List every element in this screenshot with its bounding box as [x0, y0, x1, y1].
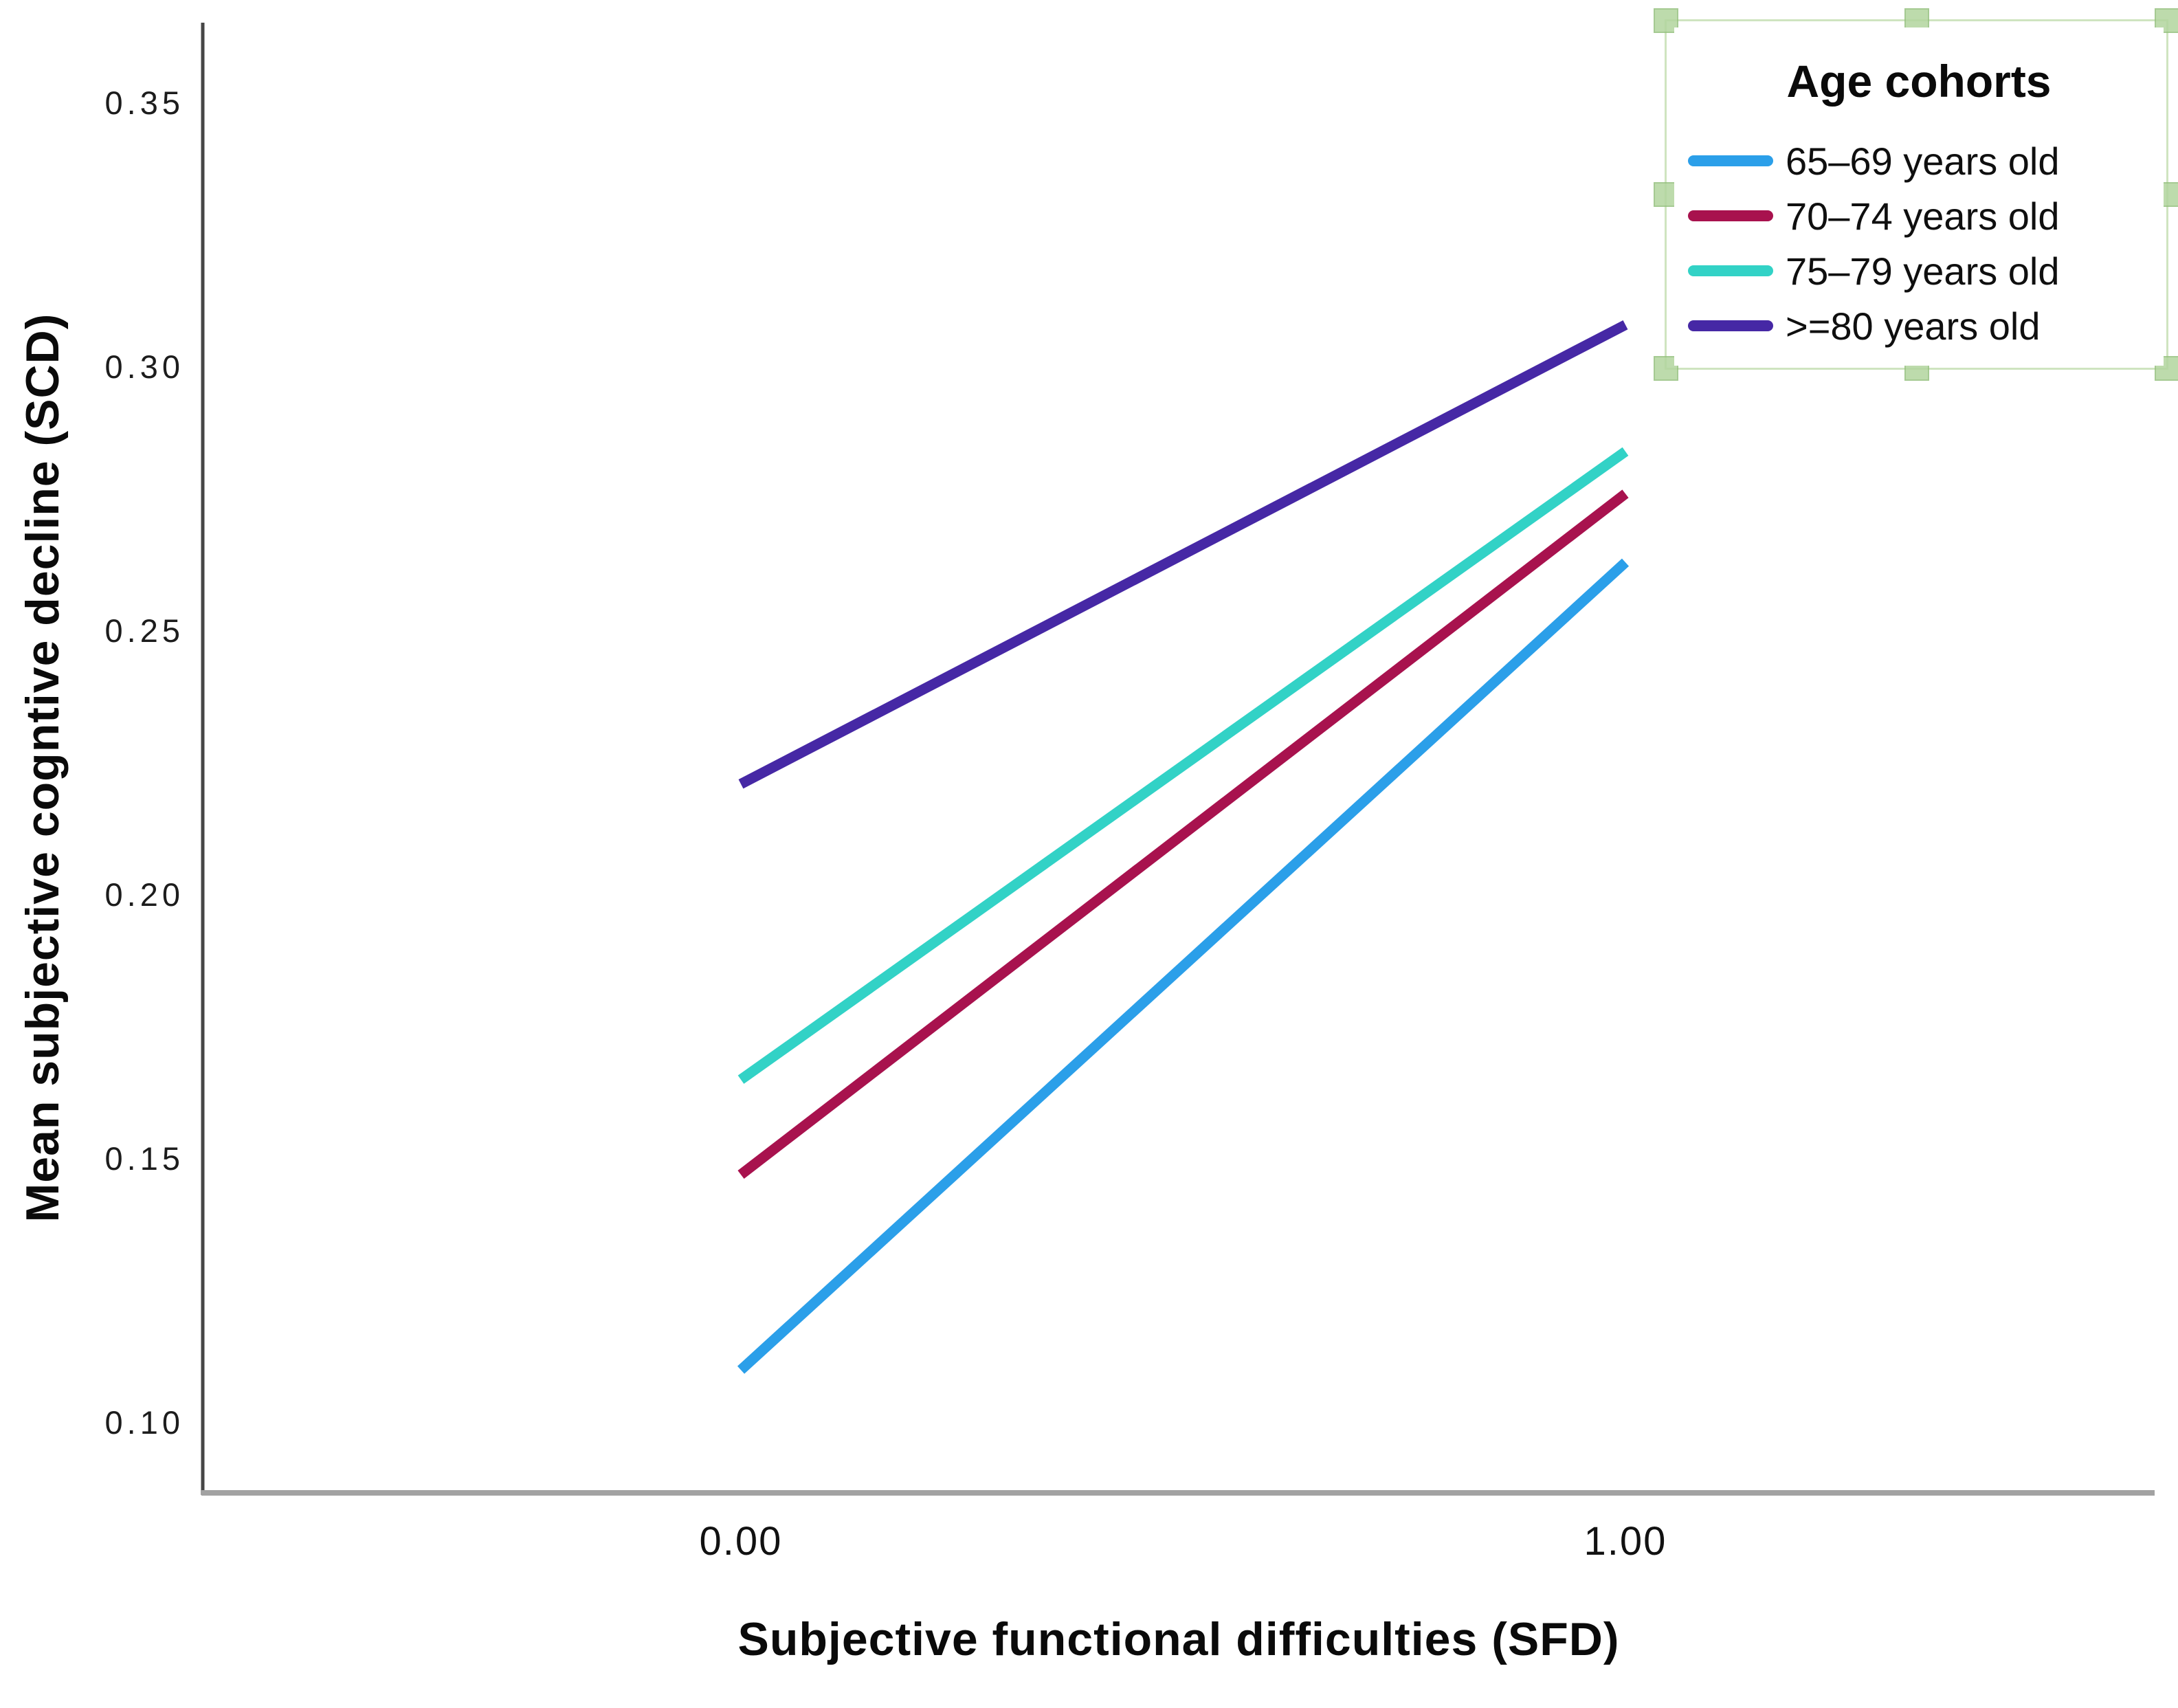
selection-handle[interactable]: [1654, 356, 1678, 381]
y-tick-label: 0.35: [104, 85, 184, 121]
legend-title: Age cohorts: [1786, 56, 2052, 107]
y-axis-title: Mean subjective cogntive decline (SCD): [16, 313, 69, 1223]
series-line-4[interactable]: [738, 320, 1628, 789]
x-tick-label: 1.00: [1584, 1519, 1667, 1564]
x-tick-label: 0.00: [699, 1519, 783, 1564]
y-tick-label: 0.25: [104, 612, 184, 649]
y-tick-label: 0.10: [104, 1404, 184, 1441]
legend-swatch: [1688, 265, 1773, 276]
legend-swatch: [1688, 210, 1773, 221]
y-tick-label: 0.30: [104, 348, 184, 385]
series-line-1[interactable]: [737, 558, 1630, 1374]
legend-swatch: [1688, 155, 1773, 166]
legend-swatch: [1688, 320, 1773, 331]
series-line-2[interactable]: [737, 489, 1629, 1179]
legend[interactable]: Age cohorts 65–69 years old 70–74 years …: [1674, 27, 2164, 366]
y-tick-label: 0.15: [104, 1140, 184, 1177]
legend-item-label: 70–74 years old: [1786, 194, 2060, 238]
legend-item-label: 75–79 years old: [1786, 249, 2060, 293]
legend-items: 65–69 years old 70–74 years old 75–79 ye…: [1674, 133, 2164, 353]
series-lines[interactable]: [737, 320, 1630, 1374]
legend-item[interactable]: 75–79 years old: [1674, 243, 2164, 298]
legend-item[interactable]: 70–74 years old: [1674, 188, 2164, 243]
legend-item-label: >=80 years old: [1786, 304, 2041, 348]
legend-item[interactable]: 65–69 years old: [1674, 133, 2164, 188]
legend-item[interactable]: >=80 years old: [1674, 298, 2164, 353]
x-axis-title: Subjective functional difficulties (SFD): [737, 1613, 1620, 1665]
selection-handle[interactable]: [1654, 8, 1678, 33]
legend-item-label: 65–69 years old: [1786, 139, 2060, 183]
series-line-3[interactable]: [737, 447, 1629, 1084]
y-tick-label: 0.20: [104, 876, 184, 913]
